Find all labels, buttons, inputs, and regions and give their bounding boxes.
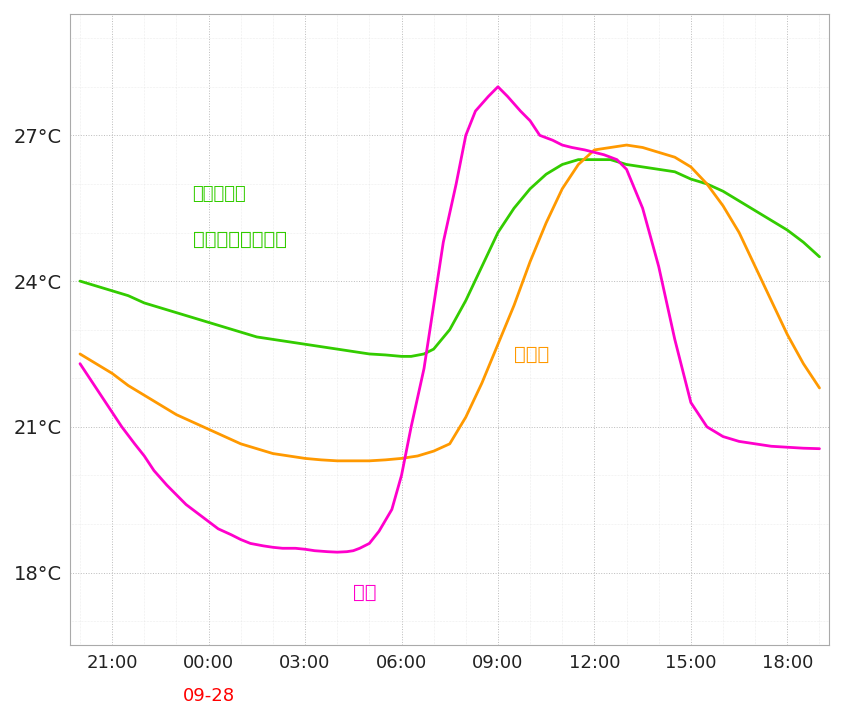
Text: 09-28: 09-28 (183, 687, 234, 705)
Text: 屋外: 屋外 (353, 582, 377, 602)
Text: 断熱リフォーム前: 断熱リフォーム前 (192, 230, 287, 249)
Text: （無断炱）: （無断炱） (192, 186, 246, 203)
Text: 無断炱: 無断炱 (514, 344, 550, 364)
